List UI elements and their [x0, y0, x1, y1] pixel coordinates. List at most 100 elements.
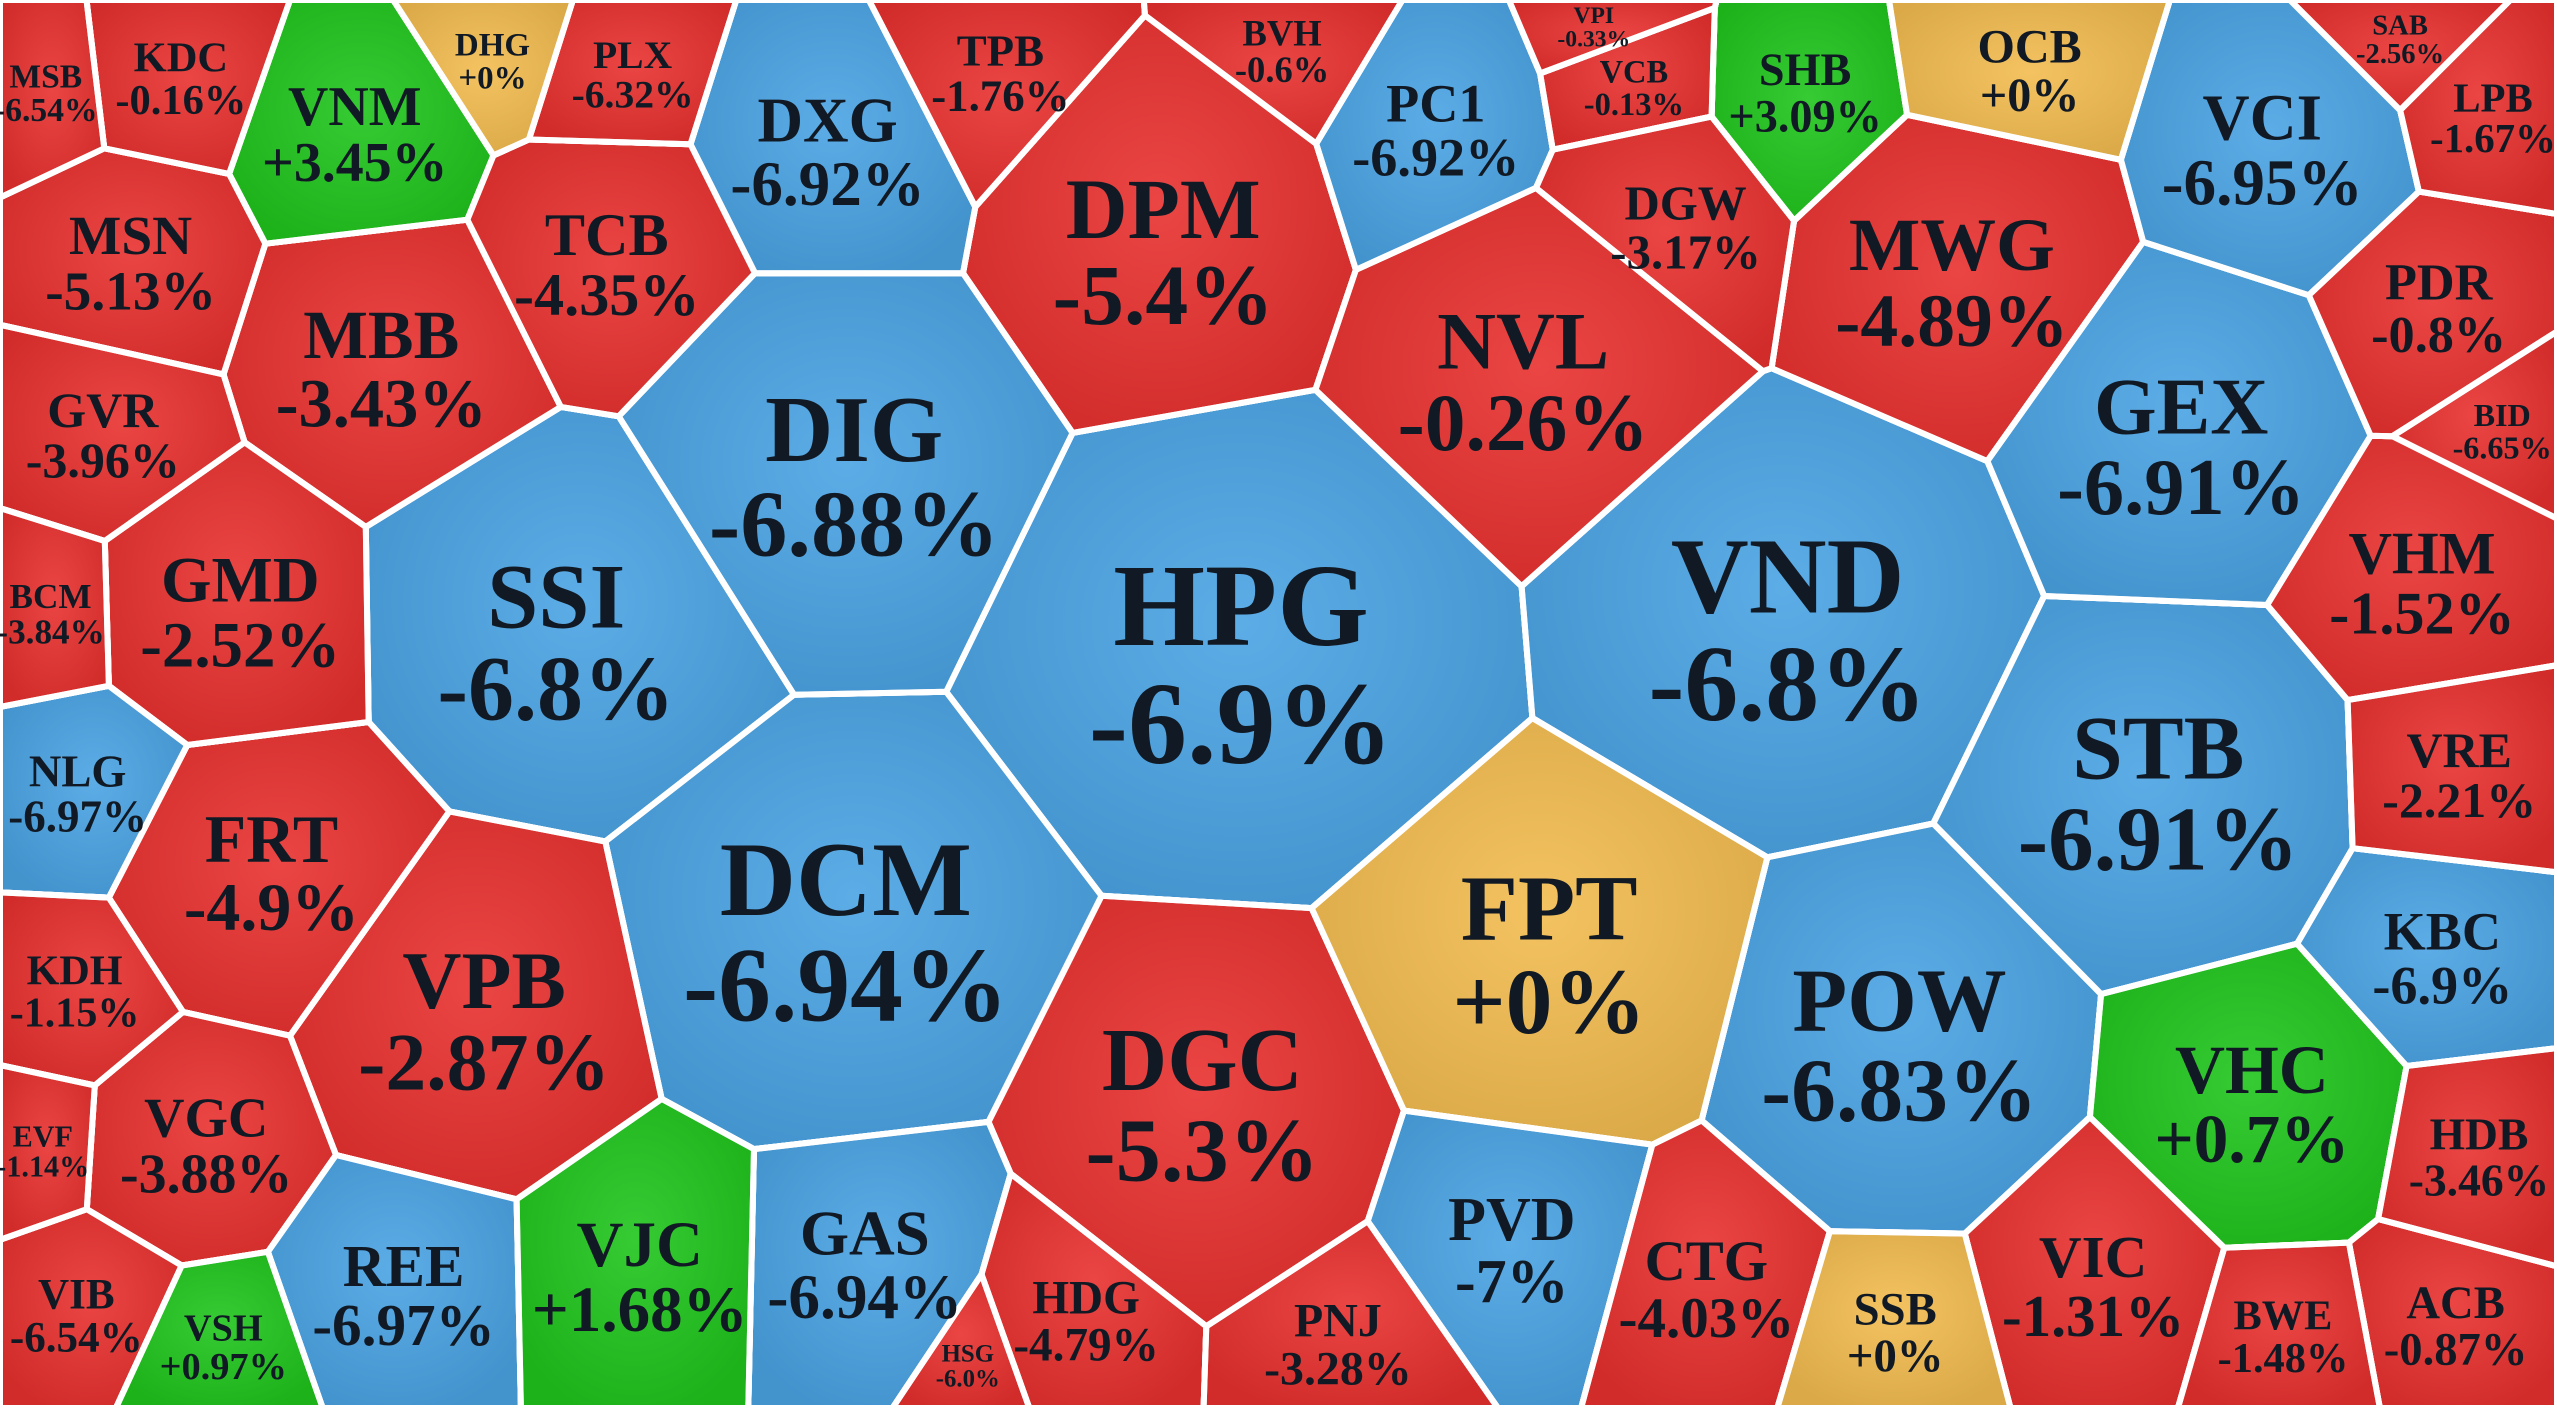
ticker-vnm: VNM — [288, 76, 421, 138]
cell-shade-dgw — [1532, 113, 1798, 375]
ticker-mbb: MBB — [303, 297, 459, 373]
cell-shade-bvh — [1140, 0, 1406, 149]
change-stb: -6.91% — [2018, 789, 2299, 890]
change-bcm: -3.84% — [0, 612, 105, 651]
ticker-ctg: CTG — [1645, 1230, 1769, 1293]
change-acb: -0.87% — [2384, 1324, 2528, 1376]
change-vsh: +0.97% — [160, 1346, 287, 1388]
cell-shade-vsh — [112, 1248, 326, 1408]
ticker-vpi: VPI — [1573, 3, 1614, 29]
change-frt: -4.9% — [184, 869, 359, 945]
change-fpt: +0% — [1452, 951, 1646, 1054]
change-mwg: -4.89% — [1835, 280, 2068, 363]
change-nlg: -6.97% — [8, 792, 147, 842]
change-vre: -2.21% — [2382, 773, 2536, 828]
change-dig: -6.88% — [709, 472, 1000, 576]
cell-shade-hdb — [2374, 1045, 2557, 1270]
ticker-msn: MSN — [69, 205, 192, 266]
change-vic: -1.31% — [2002, 1283, 2184, 1349]
change-hdg: -4.79% — [1013, 1320, 1158, 1372]
ticker-hdg: HDG — [1032, 1273, 1140, 1325]
cell-shade-msb — [0, 0, 108, 201]
cell-shade-evf — [0, 1062, 98, 1243]
cell-shade-bid — [2386, 327, 2557, 522]
change-dgc: -5.3% — [1086, 1099, 1320, 1200]
ticker-vpb: VPB — [402, 935, 566, 1026]
change-pow: -6.83% — [1761, 1041, 2038, 1140]
ticker-acb: ACB — [2406, 1277, 2504, 1329]
change-vci: -6.95% — [2162, 148, 2363, 220]
ticker-pvd: PVD — [1448, 1186, 1575, 1254]
ticker-kbc: KBC — [2384, 902, 2501, 962]
ticker-bcm: BCM — [10, 577, 92, 616]
ticker-stb: STB — [2072, 698, 2244, 799]
ticker-ocb: OCB — [1977, 21, 2081, 74]
change-dgw: -3.17% — [1610, 225, 1761, 280]
ticker-gvr: GVR — [47, 382, 159, 438]
ticker-dpm: DPM — [1066, 162, 1261, 257]
change-vhm: -1.52% — [2329, 581, 2515, 648]
cell-shade-vpi — [1505, 0, 1720, 78]
change-msn: -5.13% — [45, 260, 216, 321]
change-mbb: -3.43% — [276, 366, 487, 442]
change-gex: -6.91% — [2057, 443, 2305, 532]
ticker-gas: GAS — [800, 1199, 930, 1269]
ticker-gex: GEX — [2094, 363, 2268, 452]
change-pnj: -3.28% — [1264, 1343, 1412, 1396]
ticker-pnj: PNJ — [1294, 1295, 1382, 1348]
ticker-vib: VIB — [38, 1272, 115, 1319]
change-hdb: -3.46% — [2409, 1154, 2550, 1205]
change-pdr: -0.8% — [2371, 306, 2506, 364]
ticker-vre: VRE — [2407, 723, 2512, 778]
ticker-kdc: KDC — [134, 34, 228, 81]
ticker-dcm: DCM — [720, 821, 972, 938]
change-vjc: +1.68% — [532, 1274, 748, 1346]
ticker-tcb: TCB — [545, 202, 669, 269]
change-tpb: -1.76% — [931, 71, 1069, 121]
change-pvd: -7% — [1455, 1248, 1569, 1316]
change-evf: -1.14% — [0, 1150, 89, 1184]
change-hpg: -6.9% — [1089, 658, 1394, 789]
ticker-fpt: FPT — [1461, 858, 1638, 961]
ticker-pc1: PC1 — [1386, 74, 1485, 134]
heatmap-labels: HPG-6.9%VND-6.8%DPM-5.4%SSI-6.8%DCM-6.94… — [0, 3, 2556, 1396]
cell-shade-bcm — [0, 504, 112, 710]
ticker-nvl: NVL — [1437, 296, 1609, 387]
ticker-shb: SHB — [1759, 44, 1851, 95]
change-vcb: -0.13% — [1584, 87, 1684, 123]
ticker-bid: BID — [2474, 397, 2531, 433]
ticker-bwe: BWE — [2234, 1293, 2333, 1340]
cell-shade-nlg — [0, 682, 192, 901]
change-bvh: -0.6% — [1235, 49, 1329, 90]
ticker-hsg: HSG — [942, 1341, 994, 1368]
ticker-plx: PLX — [593, 33, 673, 77]
change-gmd: -2.52% — [140, 610, 340, 682]
ticker-dig: DIG — [765, 378, 943, 482]
ticker-vhm: VHM — [2348, 521, 2495, 588]
ticker-ree: REE — [343, 1233, 465, 1299]
change-sab: -2.56% — [2356, 39, 2444, 70]
change-vnm: +3.45% — [262, 132, 448, 194]
change-nvl: -0.26% — [1398, 377, 1649, 468]
ticker-vnd: VND — [1671, 517, 1905, 636]
change-tcb: -4.35% — [514, 262, 700, 329]
cell-shade-vre — [2344, 662, 2557, 876]
ticker-evf: EVF — [13, 1119, 73, 1153]
change-vib: -6.54% — [10, 1315, 143, 1362]
ticker-gmd: GMD — [161, 545, 320, 617]
ticker-bvh: BVH — [1242, 12, 1321, 53]
change-vpi: -0.33% — [1557, 26, 1630, 52]
ticker-vjc: VJC — [577, 1209, 703, 1281]
change-kdc: -0.16% — [115, 77, 246, 124]
cell-shade-hsg — [888, 1267, 1033, 1408]
cell-shade-ocb — [1885, 0, 2174, 164]
change-dpm: -5.4% — [1053, 248, 1274, 343]
ticker-dgw: DGW — [1624, 176, 1746, 231]
change-msb: -6.54% — [0, 92, 98, 129]
ticker-ssi: SSI — [487, 546, 625, 648]
ticker-dgc: DGC — [1102, 1009, 1303, 1110]
ticker-vcb: VCB — [1600, 54, 1669, 90]
ticker-vgc: VGC — [144, 1087, 268, 1149]
